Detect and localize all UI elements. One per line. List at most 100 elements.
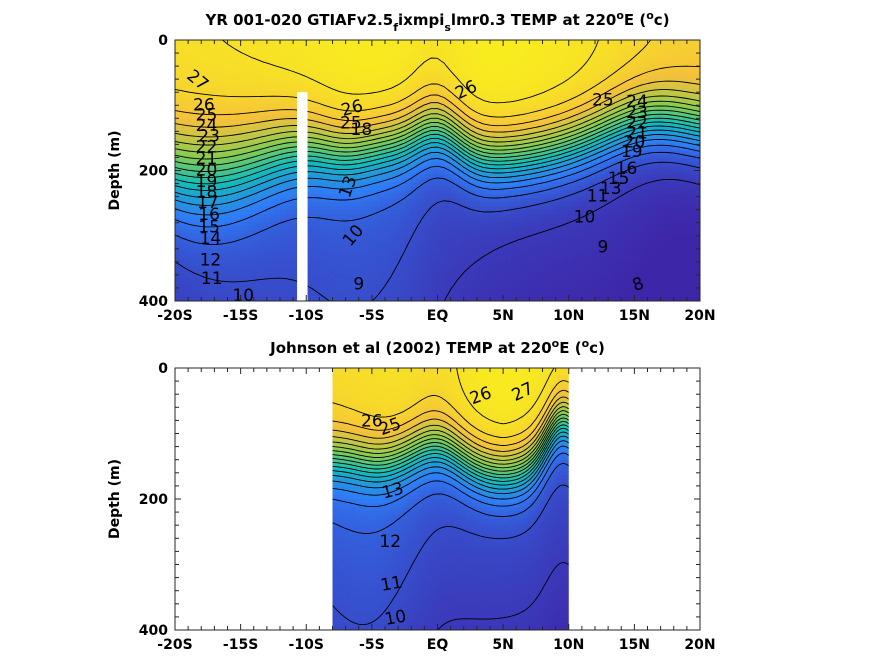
heatmap-cell xyxy=(240,59,246,65)
heatmap-cell xyxy=(315,95,321,100)
heatmap-cell xyxy=(450,134,456,140)
heatmap-cell xyxy=(480,210,486,215)
heatmap-cell xyxy=(355,71,361,77)
heatmap-cell xyxy=(680,194,686,199)
heatmap-cell xyxy=(265,99,271,104)
heatmap-cell xyxy=(255,178,261,183)
heatmap-cell xyxy=(585,162,591,168)
heatmap-cell xyxy=(515,47,521,53)
heatmap-cell xyxy=(495,95,501,100)
heatmap-cell xyxy=(380,127,386,132)
heatmap-cell xyxy=(340,170,346,176)
heatmap-cell xyxy=(680,71,686,77)
heatmap-cell xyxy=(295,63,301,69)
heatmap-cell xyxy=(515,63,521,69)
heatmap-cell xyxy=(310,119,316,124)
heatmap-cell xyxy=(245,79,251,85)
heatmap-cell xyxy=(675,111,681,116)
heatmap-cell xyxy=(555,67,561,73)
heatmap-cell xyxy=(375,221,381,227)
heatmap-cell xyxy=(285,142,291,148)
heatmap-cell xyxy=(600,170,606,176)
heatmap-cell xyxy=(350,83,356,89)
heatmap-cell xyxy=(270,186,276,191)
heatmap-cell xyxy=(640,178,646,183)
heatmap-cell xyxy=(590,55,596,61)
heatmap-cell xyxy=(190,186,196,191)
heatmap-cell xyxy=(570,166,576,172)
heatmap-cell xyxy=(480,87,486,92)
heatmap-cell xyxy=(445,221,451,227)
heatmap-cell xyxy=(450,115,456,120)
heatmap-cell xyxy=(300,51,306,57)
heatmap-cell xyxy=(265,71,271,77)
heatmap-cell xyxy=(340,87,346,92)
heatmap-cell xyxy=(365,115,371,120)
heatmap-cell xyxy=(625,166,631,172)
heatmap-cell xyxy=(340,225,346,231)
heatmap-cell xyxy=(415,63,421,69)
heatmap-cell xyxy=(625,174,631,179)
heatmap-cell xyxy=(470,119,476,124)
heatmap-cell xyxy=(225,166,231,172)
heatmap-cell xyxy=(335,154,341,160)
heatmap-cell xyxy=(550,138,556,144)
heatmap-cell xyxy=(650,138,656,144)
heatmap-cell xyxy=(335,91,341,96)
heatmap-cell xyxy=(195,99,201,104)
heatmap-cell xyxy=(210,43,216,49)
heatmap-cell xyxy=(345,182,351,187)
heatmap-cell xyxy=(645,182,651,187)
heatmap-cell xyxy=(530,221,536,227)
heatmap-cell xyxy=(375,146,381,152)
heatmap-cell xyxy=(605,138,611,144)
heatmap-cell xyxy=(235,186,241,191)
heatmap-cell xyxy=(685,59,691,65)
heatmap-cell xyxy=(280,221,286,227)
heatmap-cell xyxy=(505,138,511,144)
heatmap-cell xyxy=(635,103,641,108)
heatmap-cell xyxy=(320,166,326,172)
heatmap-cell xyxy=(400,99,406,104)
heatmap-cell xyxy=(590,130,596,136)
heatmap-cell xyxy=(270,174,276,179)
heatmap-cell xyxy=(190,214,196,219)
heatmap-cell xyxy=(500,119,506,124)
heatmap-cell xyxy=(180,198,186,203)
heatmap-cell xyxy=(280,75,286,81)
heatmap-cell xyxy=(185,194,191,199)
heatmap-cell xyxy=(275,99,281,104)
heatmap-cell xyxy=(565,71,571,77)
heatmap-cell xyxy=(385,107,391,112)
heatmap-cell xyxy=(470,190,476,195)
heatmap-cell xyxy=(435,75,441,81)
heatmap-cell xyxy=(255,174,261,179)
heatmap-cell xyxy=(195,134,201,140)
heatmap-cell xyxy=(205,83,211,89)
heatmap-cell xyxy=(310,79,316,85)
heatmap-cell xyxy=(680,174,686,179)
heatmap-cell xyxy=(240,99,246,104)
heatmap-cell xyxy=(405,186,411,191)
heatmap-cell xyxy=(210,194,216,199)
heatmap-cell xyxy=(275,198,281,203)
heatmap-cell xyxy=(275,202,281,207)
heatmap-cell xyxy=(515,127,521,132)
heatmap-cell xyxy=(265,217,271,223)
heatmap-cell xyxy=(360,202,366,207)
heatmap-cell xyxy=(305,99,311,104)
heatmap-cell xyxy=(190,158,196,164)
heatmap-cell xyxy=(555,130,561,136)
heatmap-cell xyxy=(535,182,541,187)
heatmap-cell xyxy=(490,40,496,45)
heatmap-cell xyxy=(405,83,411,89)
heatmap-cell xyxy=(275,40,281,45)
heatmap-cell xyxy=(395,190,401,195)
heatmap-cell xyxy=(210,103,216,108)
heatmap-cell xyxy=(450,130,456,136)
heatmap-cell xyxy=(680,130,686,136)
heatmap-cell xyxy=(425,83,431,89)
heatmap-cell xyxy=(385,91,391,96)
heatmap-cell xyxy=(250,67,256,73)
heatmap-cell xyxy=(345,221,351,227)
